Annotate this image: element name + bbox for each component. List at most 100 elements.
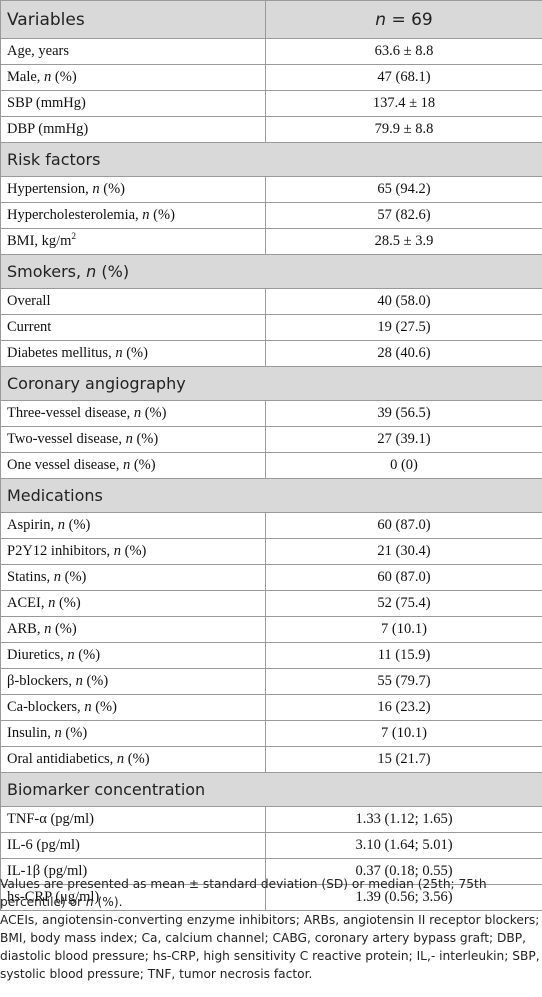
table-row: Statins, n (%) 60 (87.0): [0, 564, 542, 591]
variable-percent-suffix: (%): [61, 725, 88, 741]
value-cell: 55 (79.7): [265, 668, 542, 695]
footnote-values-end: (%).: [93, 895, 123, 909]
variable-n-symbol: n: [113, 543, 121, 559]
value-cell: 60 (87.0): [265, 564, 542, 591]
variable-cell: Hypercholesterolemia, n (%): [0, 202, 266, 229]
variable-n-symbol: n: [44, 69, 52, 85]
table-row: Overall 40 (58.0): [0, 288, 542, 315]
value-cell: 16 (23.2): [265, 694, 542, 721]
variable-n-symbol: n: [53, 569, 61, 585]
table-row: Three-vessel disease, n (%) 39 (56.5): [0, 400, 542, 427]
table-row: BMI, kg/m2 28.5 ± 3.9: [0, 228, 542, 255]
variable-n-symbol: n: [115, 345, 123, 361]
table-row: SBP (mmHg) 137.4 ± 18: [0, 90, 542, 117]
variable-cell: Three-vessel disease, n (%): [0, 400, 266, 427]
table-row: TNF-α (pg/ml) 1.33 (1.12; 1.65): [0, 806, 542, 833]
table-row: DBP (mmHg) 79.9 ± 8.8: [0, 116, 542, 143]
table-row: IL-6 (pg/ml) 3.10 (1.64; 5.01): [0, 832, 542, 859]
variable-cell: TNF-α (pg/ml): [0, 806, 266, 833]
variable-unit-superscript: 2: [71, 231, 76, 242]
variable-cell: BMI, kg/m2: [0, 228, 266, 255]
variable-n-symbol: n: [57, 517, 65, 533]
variable-cell: One vessel disease, n (%): [0, 452, 266, 479]
table-header-row: Variables n = 69: [0, 0, 542, 39]
variable-name: IL-1β (pg/ml): [7, 863, 88, 879]
value-cell: 40 (58.0): [265, 288, 542, 315]
header-variables: Variables: [0, 0, 266, 39]
variable-percent-suffix: (%): [51, 69, 77, 85]
variable-cell: Diuretics, n (%): [0, 642, 266, 669]
header-n-symbol: n: [375, 9, 387, 30]
variable-n-symbol: n: [92, 181, 100, 197]
variable-cell: β-blockers, n (%): [0, 668, 266, 695]
variable-n-symbol: n: [44, 621, 52, 637]
table-row: Oral antidiabetics, n (%) 15 (21.7): [0, 746, 542, 773]
table-row: Aspirin, n (%) 60 (87.0): [0, 512, 542, 539]
variable-name: Statins,: [7, 569, 54, 585]
section-title: Biomarker concentration: [0, 772, 542, 807]
variable-n-symbol: n: [48, 595, 56, 611]
value-cell: 15 (21.7): [265, 746, 542, 773]
section-title-text: Medications: [7, 486, 103, 505]
variable-percent-suffix: (%): [55, 595, 81, 611]
section-title: Medications: [0, 478, 542, 513]
variable-cell: Ca-blockers, n (%): [0, 694, 266, 721]
table-row: Insulin, n (%) 7 (10.1): [0, 720, 542, 747]
value-cell: 7 (10.1): [265, 616, 542, 643]
header-n-value: = 69: [386, 9, 433, 30]
value-cell: 63.6 ± 8.8: [265, 38, 542, 65]
table-row: Current 19 (27.5): [0, 314, 542, 341]
variable-percent-suffix: (%): [74, 647, 101, 663]
variable-name: Insulin,: [7, 725, 55, 741]
variable-percent-suffix: (%): [121, 543, 147, 559]
variable-cell: IL-1β (pg/ml): [0, 858, 266, 885]
variable-percent-suffix: (%): [65, 517, 91, 533]
value-cell: 11 (15.9): [265, 642, 542, 669]
variable-name: BMI, kg/m: [7, 233, 72, 249]
variable-cell: P2Y12 inhibitors, n (%): [0, 538, 266, 565]
variable-cell: SBP (mmHg): [0, 90, 266, 117]
table-row: Ca-blockers, n (%) 16 (23.2): [0, 694, 542, 721]
variable-name: β-blockers,: [7, 673, 76, 689]
value-cell: 47 (68.1): [265, 64, 542, 91]
variable-n-symbol: n: [142, 207, 150, 223]
value-cell: 1.39 (0.56; 3.56): [265, 884, 542, 911]
variable-percent-suffix: (%): [91, 699, 117, 715]
footnote-n-symbol: n: [85, 895, 94, 909]
variable-name: Overall: [7, 293, 51, 309]
section-title-text: Smokers,: [7, 262, 87, 281]
table-row: ARB, n (%) 7 (10.1): [0, 616, 542, 643]
variable-name: Male,: [7, 69, 45, 85]
variable-name: Three-vessel disease,: [7, 405, 134, 421]
variable-cell: Two-vessel disease, n (%): [0, 426, 266, 453]
variable-n-symbol: n: [54, 725, 62, 741]
section-title: Coronary angiography: [0, 366, 542, 401]
value-cell: 57 (82.6): [265, 202, 542, 229]
variable-name: Aspirin,: [7, 517, 58, 533]
value-cell: 0 (0): [265, 452, 542, 479]
variable-name: Diabetes mellitus,: [7, 345, 116, 361]
value-cell: 60 (87.0): [265, 512, 542, 539]
variable-percent-suffix: (%): [51, 621, 77, 637]
section-title: Risk factors: [0, 142, 542, 177]
variable-cell: Statins, n (%): [0, 564, 266, 591]
variable-cell: Overall: [0, 288, 266, 315]
variable-percent-suffix: (%): [130, 457, 156, 473]
section-title-text: Risk factors: [7, 150, 101, 169]
section-title: Smokers, n (%): [0, 254, 542, 289]
variable-name: Oral antidiabetics,: [7, 751, 117, 767]
variable-cell: Age, years: [0, 38, 266, 65]
variable-cell: Insulin, n (%): [0, 720, 266, 747]
header-sample-size: n = 69: [265, 0, 542, 39]
value-cell: 3.10 (1.64; 5.01): [265, 832, 542, 859]
variable-n-symbol: n: [84, 699, 92, 715]
value-cell: 19 (27.5): [265, 314, 542, 341]
variable-name: Current: [7, 319, 52, 335]
variable-n-symbol: n: [116, 751, 125, 767]
value-cell: 1.33 (1.12; 1.65): [265, 806, 542, 833]
footnote-abbreviations: ACEIs, angiotensin-converting enzyme inh…: [0, 913, 540, 981]
section-header-row: Biomarker concentration: [0, 772, 542, 807]
variable-cell: ACEI, n (%): [0, 590, 266, 617]
table-footnotes: Values are presented as mean ± standard …: [0, 875, 542, 983]
variable-name: SBP (mmHg): [7, 95, 86, 111]
